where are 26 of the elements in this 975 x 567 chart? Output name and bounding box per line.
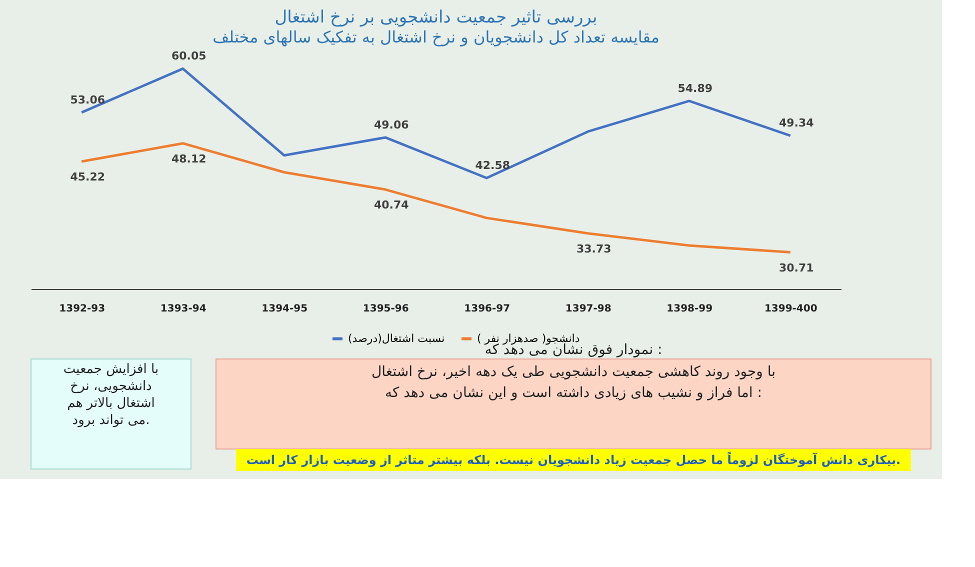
data-label: 45.22 (70, 170, 106, 184)
legend-label: دانشجو( صدهزار نفر ) (477, 332, 580, 345)
text: بیکاری دانش آموختگان لزوماً ما حصل جمعیت زیاد دانشجویان نیست. بلکه بیشتر متاثر از وضعیت بازار کار است. (246, 451, 901, 467)
data-label: 54.89 (678, 82, 713, 95)
chart-subtitle: مقایسه تعداد کل دانشجویان و نرخ اشتغال به تفکیک سالهای مختلف (212, 28, 660, 47)
x-tick-label: 1397-98 (565, 304, 612, 314)
x-tick-label: 1398-99 (666, 304, 713, 314)
data-label: 42.58 (475, 159, 510, 172)
data-label: 30.71 (778, 261, 814, 274)
x-tick-label: 1394-95 (262, 304, 308, 314)
legend-label: نسبت اشتغال(درصد) (348, 332, 445, 345)
data-label: 49.06 (374, 118, 410, 132)
x-tick-label: 1393-94 (160, 304, 206, 314)
x-tick-label: 1399-400 (764, 304, 818, 314)
x-tick-label: 1395-96 (362, 304, 409, 314)
text: با افزایش جمعیت دانشجویی، نرخ اشتغال بالاتر هم می تواند برود. (63, 362, 159, 428)
x-tick-label: 1396-97 (464, 304, 510, 314)
data-label: 48.12 (171, 152, 206, 166)
chart-title: بررسی تاثیر جمعیت دانشجویی بر نرخ اشتغال (274, 8, 598, 28)
data-label: 60.05 (171, 50, 206, 63)
x-tick-label: 1392-93 (59, 304, 106, 314)
data-label: 40.74 (374, 198, 410, 212)
data-label: 53.06 (70, 93, 106, 106)
data-label: 33.73 (576, 242, 612, 256)
data-label: 49.34 (778, 116, 814, 130)
text: با وجود روند کاهشی جمعیت دانشجویی طی یک دهه اخیر، نرخ اشتغال اما فراز و نشیب های زیادی داشته است و این نشان می دهد که : (371, 364, 776, 401)
